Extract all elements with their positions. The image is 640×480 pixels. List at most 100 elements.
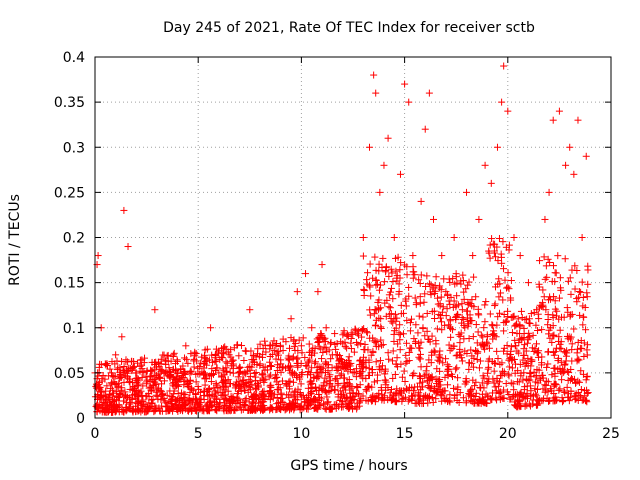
data-point	[485, 344, 493, 352]
data-point	[265, 373, 273, 381]
data-point	[371, 322, 379, 330]
data-point	[372, 342, 380, 350]
data-point	[399, 309, 407, 317]
data-point	[356, 361, 364, 369]
data-point	[555, 294, 563, 302]
data-point	[215, 369, 223, 377]
y-tick-label: 0.35	[54, 95, 85, 111]
data-point	[412, 301, 420, 309]
data-point	[197, 399, 205, 407]
data-point	[363, 276, 371, 284]
data-point	[344, 367, 352, 375]
data-point	[390, 337, 398, 345]
data-point	[128, 357, 136, 365]
data-point	[391, 370, 399, 378]
data-point	[268, 390, 276, 398]
y-tick-label: 0.2	[63, 231, 85, 247]
data-point	[120, 206, 128, 214]
data-point	[579, 370, 587, 378]
data-point	[170, 387, 178, 395]
data-point	[301, 353, 309, 361]
data-point	[336, 372, 344, 380]
data-point	[460, 288, 468, 296]
data-point	[273, 373, 281, 381]
data-point	[526, 333, 534, 341]
data-point	[450, 384, 458, 392]
data-point	[544, 255, 552, 263]
data-point	[422, 283, 430, 291]
data-point	[371, 338, 379, 346]
data-point	[174, 369, 182, 377]
data-point	[363, 329, 371, 337]
data-point	[445, 321, 453, 329]
data-point	[463, 378, 471, 386]
data-point	[134, 406, 142, 414]
data-point	[242, 402, 250, 410]
data-point	[189, 387, 197, 395]
data-point	[244, 363, 252, 371]
data-point	[535, 396, 543, 404]
data-point	[277, 360, 285, 368]
data-point	[273, 367, 281, 375]
data-point	[543, 394, 551, 402]
data-point	[171, 382, 179, 390]
data-point	[428, 348, 436, 356]
data-point	[472, 392, 480, 400]
data-point	[246, 306, 254, 314]
data-point	[472, 347, 480, 355]
data-point	[226, 398, 234, 406]
data-point	[157, 360, 165, 368]
data-point	[532, 321, 540, 329]
data-point	[370, 378, 378, 386]
data-point	[508, 364, 516, 372]
data-point	[396, 336, 404, 344]
data-point	[214, 349, 222, 357]
data-point	[443, 395, 451, 403]
data-point	[276, 343, 284, 351]
data-point	[229, 356, 237, 364]
data-point	[433, 389, 441, 397]
data-point	[347, 334, 355, 342]
data-point	[283, 382, 291, 390]
data-point	[317, 330, 325, 338]
data-point	[240, 400, 248, 408]
data-point	[266, 371, 274, 379]
data-point	[516, 335, 524, 343]
data-point	[474, 349, 482, 357]
data-point	[423, 272, 431, 280]
data-point	[403, 357, 411, 365]
data-point	[469, 252, 477, 260]
data-point	[501, 276, 509, 284]
data-point	[250, 369, 258, 377]
data-point	[512, 342, 520, 350]
data-point	[538, 326, 546, 334]
data-point	[493, 243, 501, 251]
data-point	[287, 334, 295, 342]
data-point	[452, 301, 460, 309]
data-point	[494, 313, 502, 321]
data-point	[328, 382, 336, 390]
data-point	[584, 266, 592, 274]
data-point	[549, 262, 557, 270]
data-point	[463, 188, 471, 196]
data-point	[285, 356, 293, 364]
data-point	[306, 356, 314, 364]
data-point	[506, 395, 514, 403]
data-point	[498, 367, 506, 375]
data-point	[170, 349, 178, 357]
data-point	[390, 234, 398, 241]
data-point	[516, 322, 524, 330]
data-point	[239, 370, 247, 378]
data-point	[322, 324, 330, 332]
data-point	[297, 393, 305, 401]
data-point	[408, 384, 416, 392]
data-point	[456, 339, 464, 347]
data-point	[402, 297, 410, 305]
data-point	[250, 390, 258, 398]
data-point	[526, 402, 534, 410]
data-point	[425, 356, 433, 364]
data-point	[539, 371, 547, 379]
data-point	[473, 339, 481, 347]
data-point	[545, 330, 553, 338]
data-point	[483, 331, 491, 339]
